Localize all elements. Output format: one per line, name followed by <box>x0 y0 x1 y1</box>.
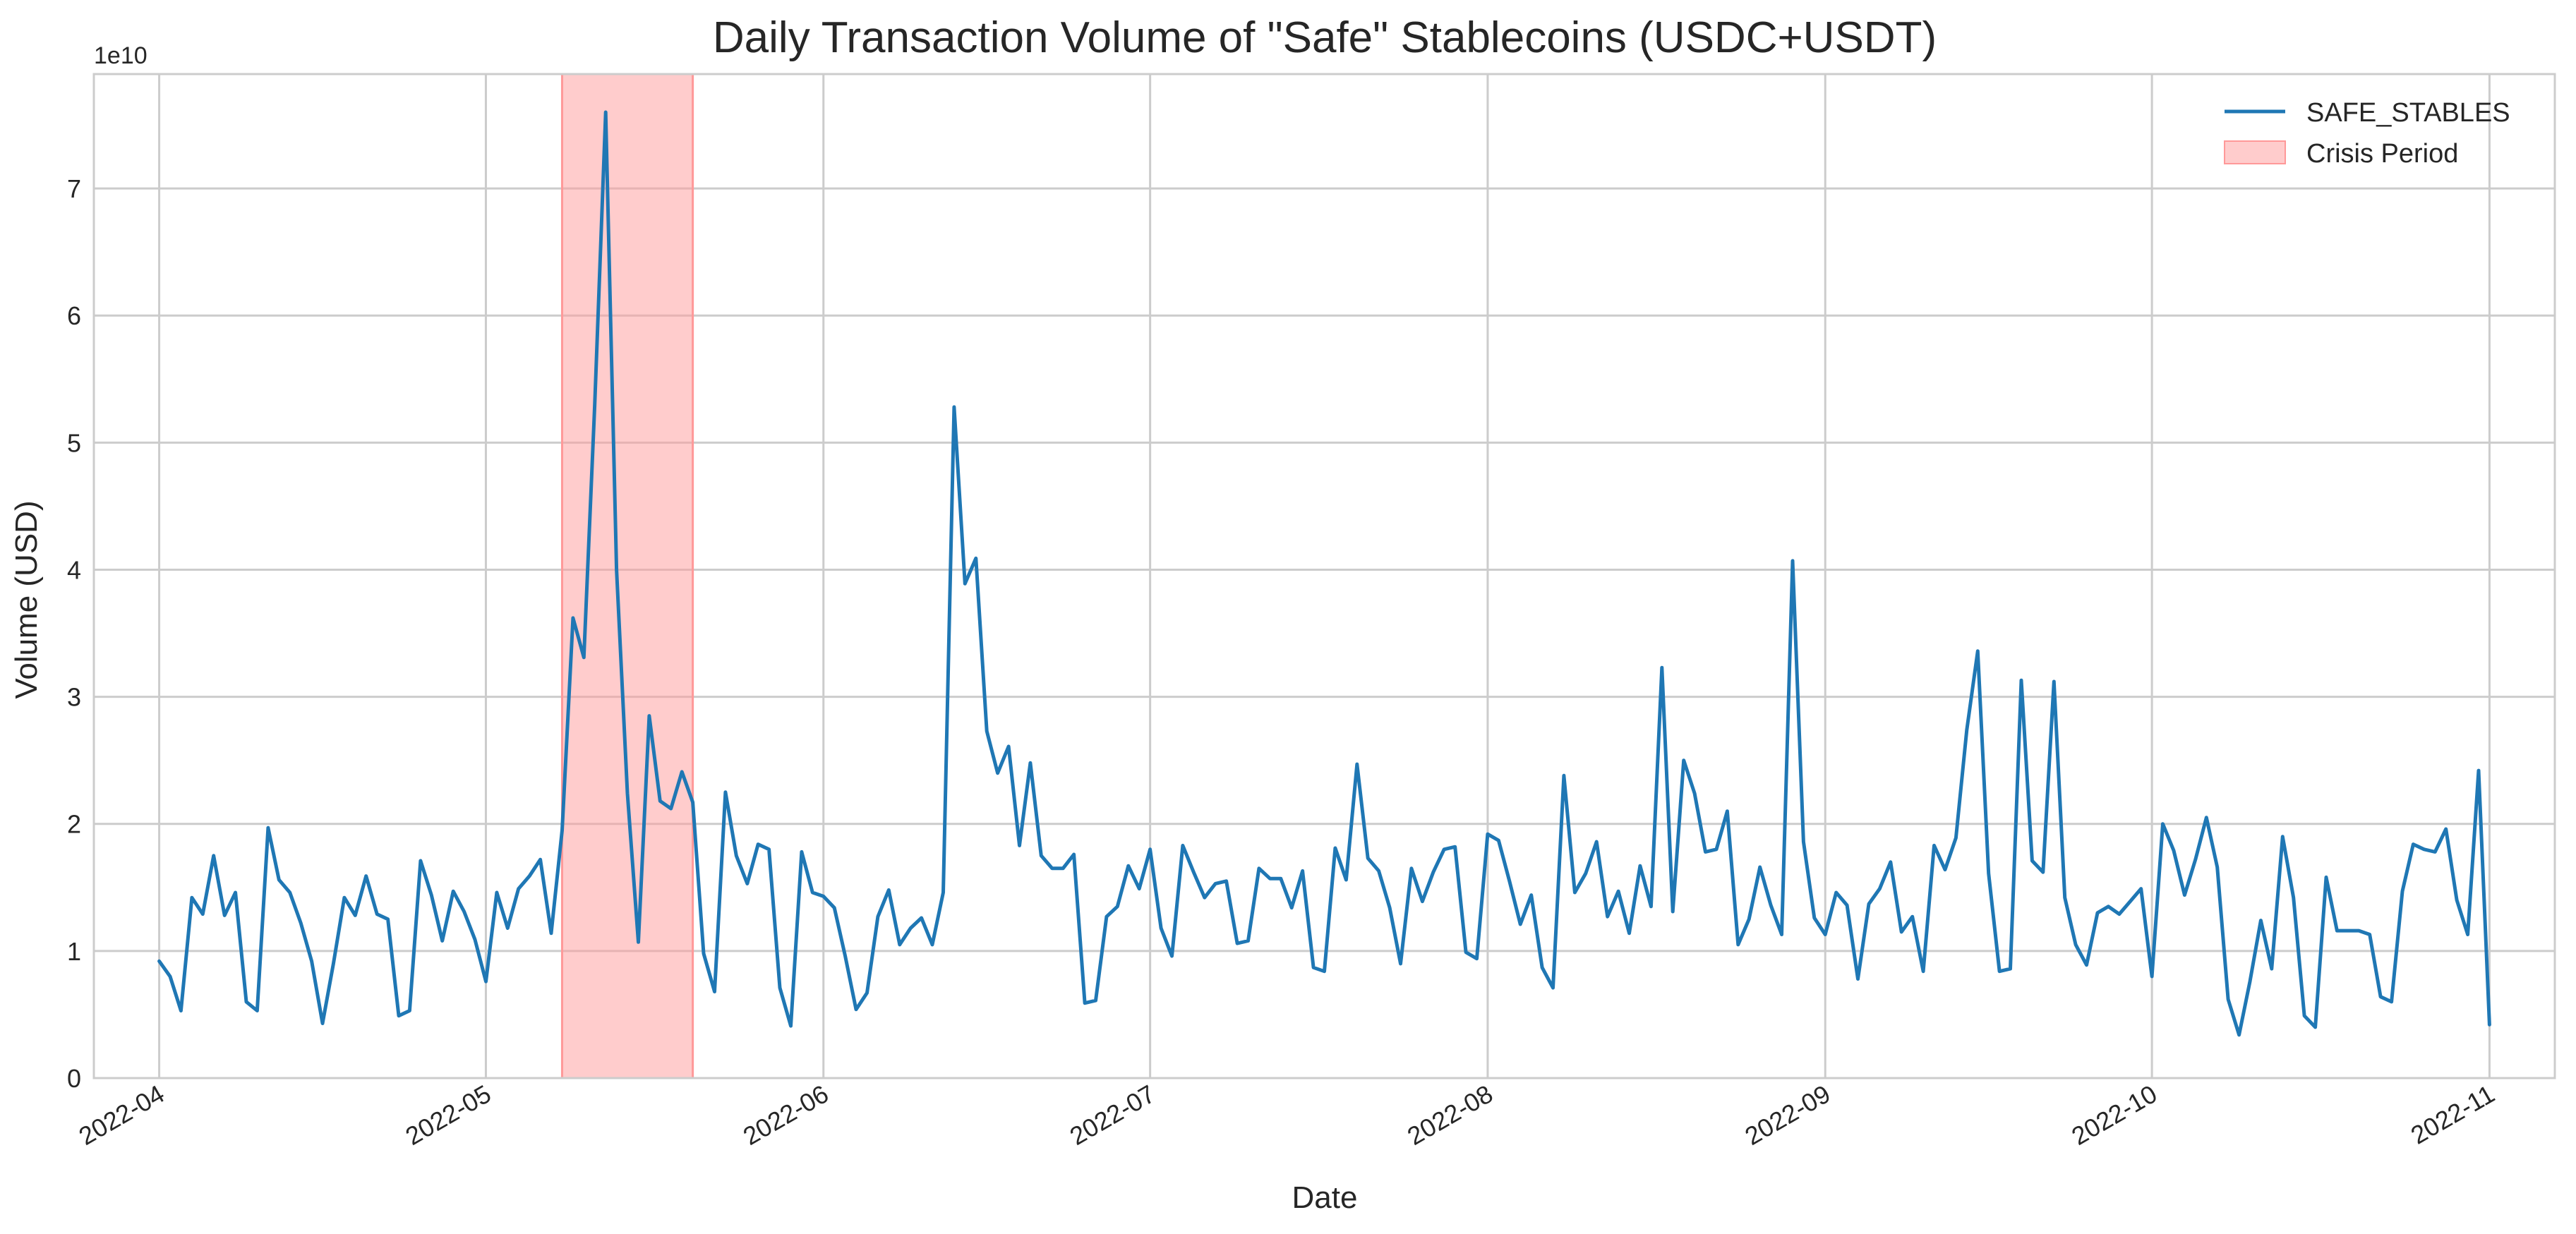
y-tick-label: 4 <box>67 555 81 584</box>
legend-label-crisis-period: Crisis Period <box>2306 139 2458 169</box>
plot-area <box>94 74 2555 1078</box>
legend-patch-swatch <box>2224 140 2286 164</box>
y-tick-label: 3 <box>67 683 81 712</box>
series-lines <box>157 110 2491 1037</box>
y-tick-label: 5 <box>67 428 81 457</box>
series-line-safe-stables <box>157 110 2491 1037</box>
legend-label-safe-stables: SAFE_STABLES <box>2306 98 2510 128</box>
shaded-regions <box>560 73 694 1079</box>
crisis-period-region <box>560 73 694 1079</box>
y-tick-label: 1 <box>67 937 81 966</box>
grid <box>94 74 2555 1079</box>
x-axis-label: Date <box>1292 1180 1358 1215</box>
legend: SAFE_STABLES Crisis Period <box>2224 98 2510 169</box>
y-tick-label: 7 <box>67 174 81 203</box>
chart-title: Daily Transaction Volume of "Safe" Stabl… <box>713 13 1937 62</box>
y-tick-label: 6 <box>67 301 81 330</box>
y-axis-label: Volume (USD) <box>9 500 44 698</box>
y-tick-label: 0 <box>67 1064 81 1093</box>
plot-frame <box>92 73 2556 1079</box>
y-offset-label: 1e10 <box>94 42 148 69</box>
y-tick-label: 2 <box>67 810 81 839</box>
